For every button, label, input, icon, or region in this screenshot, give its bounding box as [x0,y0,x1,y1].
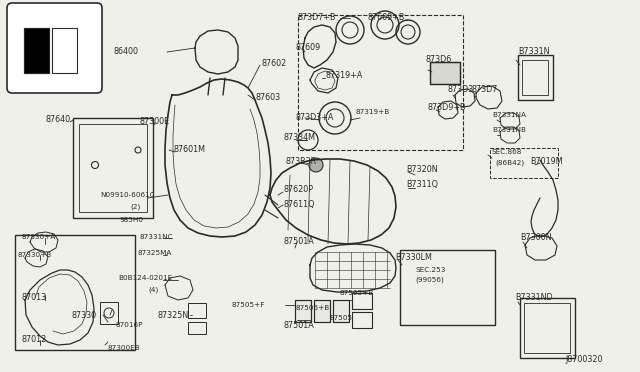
Text: 87501A: 87501A [283,321,314,330]
Text: B7320N: B7320N [406,166,438,174]
Text: 87012: 87012 [22,336,47,344]
Text: 87319+A: 87319+A [326,71,364,80]
Bar [188,322,206,334]
Text: 87331NC: 87331NC [140,234,173,240]
Text: 873D3: 873D3 [447,86,473,94]
Bar [520,298,575,358]
Text: B7331NB: B7331NB [492,127,526,133]
Text: 87330: 87330 [72,311,97,320]
Text: 87013: 87013 [22,294,47,302]
Bar [490,148,558,178]
Text: 873D7+B: 873D7+B [298,13,337,22]
Text: 87330+A: 87330+A [22,234,56,240]
Bar [73,118,153,218]
Text: B7330LM: B7330LM [395,253,432,263]
Bar [298,15,463,150]
Text: B7331N: B7331N [518,48,550,57]
Text: 87300E: 87300E [140,118,170,126]
Bar [430,62,460,84]
Text: 87611Q: 87611Q [284,201,316,209]
Text: 873D3+A: 873D3+A [295,113,333,122]
Text: 873D7: 873D7 [472,86,499,94]
Bar [314,300,330,322]
Text: 87505+B: 87505+B [295,305,329,311]
Text: B7300N: B7300N [520,234,552,243]
Bar [79,124,147,212]
Text: 87640: 87640 [45,115,70,125]
Bar [352,312,372,328]
Text: (86B42): (86B42) [495,160,524,166]
Bar [100,302,118,324]
Text: 87300EB: 87300EB [108,345,141,351]
Text: 87325N: 87325N [158,311,189,320]
Text: (4): (4) [148,287,158,293]
Bar [430,62,460,84]
Text: 87501A: 87501A [283,237,314,247]
Text: 87325MA: 87325MA [138,250,172,256]
Bar [400,250,495,325]
Bar [522,60,548,95]
Bar [333,300,349,322]
Text: B7311Q: B7311Q [406,180,438,189]
Text: (2): (2) [130,204,140,210]
Bar [295,300,311,322]
Text: B7331ND: B7331ND [515,294,552,302]
Circle shape [309,158,323,172]
Text: J8700320: J8700320 [565,356,602,365]
Text: 87330+B: 87330+B [18,252,52,258]
Text: 873D6: 873D6 [425,55,451,64]
Text: 87609+B: 87609+B [368,13,405,22]
Bar [188,303,206,318]
Text: 87620P: 87620P [284,186,314,195]
Text: 87505+B: 87505+B [340,290,374,296]
Text: B7019M: B7019M [530,157,563,167]
Bar [352,293,372,309]
Bar [518,55,553,100]
Text: 87016P: 87016P [115,322,143,328]
Text: SEC.868: SEC.868 [492,149,522,155]
Bar [333,300,349,322]
FancyBboxPatch shape [7,3,102,93]
Text: 86400: 86400 [113,48,138,57]
Bar [524,303,570,353]
Text: 985H0: 985H0 [120,217,144,223]
Text: 873B3R: 873B3R [285,157,316,167]
Text: B0B124-0201E: B0B124-0201E [118,275,172,281]
Text: 873D9+B: 873D9+B [428,103,467,112]
Text: 87603: 87603 [255,93,280,103]
Bar [314,300,330,322]
Bar [24,28,49,73]
Text: 87334M: 87334M [283,134,315,142]
Text: SEC.253: SEC.253 [415,267,445,273]
Text: 87505+F: 87505+F [232,302,266,308]
Bar [15,235,135,350]
Text: 87319+B: 87319+B [355,109,389,115]
Text: 87609: 87609 [295,44,320,52]
Text: N09910-60610: N09910-60610 [100,192,154,198]
Bar [24,28,49,73]
Bar [295,300,311,322]
Text: 87505: 87505 [330,315,353,321]
Text: 87601M: 87601M [173,145,205,154]
Text: 87602: 87602 [262,58,287,67]
Bar [52,28,77,73]
Text: (99056): (99056) [415,277,444,283]
Text: B7331NA: B7331NA [492,112,526,118]
